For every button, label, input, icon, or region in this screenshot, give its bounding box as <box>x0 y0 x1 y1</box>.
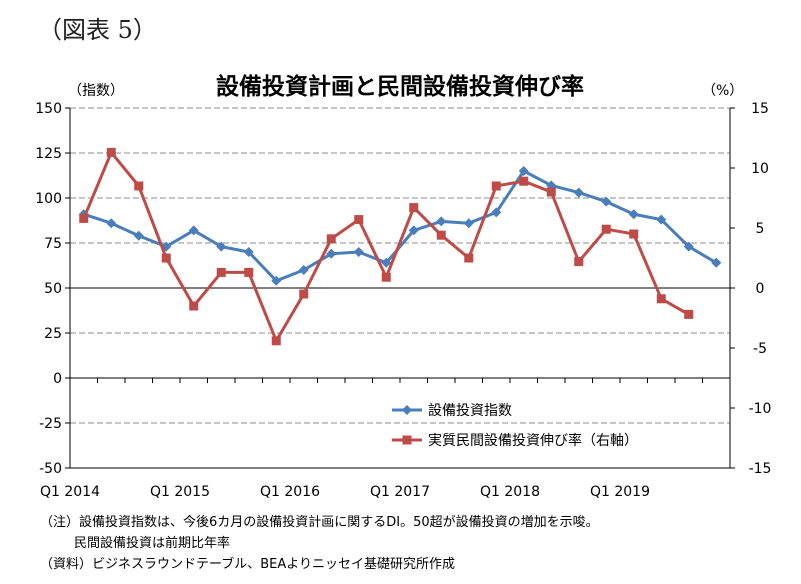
point-growth <box>601 224 611 234</box>
source-line: （資料）ビジネスラウンドテーブル、BEAよりニッセイ基礎研究所作成 <box>40 557 455 572</box>
y-tick-label-right: -15 <box>749 461 772 477</box>
series-layer <box>78 147 722 346</box>
point-index <box>628 209 639 220</box>
axes <box>69 108 731 469</box>
x-tick-label: Q1 2018 <box>480 484 540 500</box>
point-growth <box>106 147 116 157</box>
y-tick-label-right: 0 <box>756 281 765 297</box>
y-tick-label-left: 100 <box>35 191 62 207</box>
point-growth <box>134 181 144 191</box>
notes: （注）設備投資指数は、今後6カ月の設備投資計画に関するDI。50超が設備投資の増… <box>40 512 599 575</box>
note-line-1: （注）設備投資指数は、今後6カ月の設備投資計画に関するDI。50超が設備投資の増… <box>40 515 599 530</box>
y-tick-label-left: 150 <box>35 101 62 117</box>
point-growth <box>161 253 171 263</box>
point-index <box>353 247 364 257</box>
point-growth <box>574 257 584 267</box>
point-growth <box>546 187 556 197</box>
point-index <box>298 265 309 275</box>
point-index <box>381 257 392 268</box>
y-tick-label-right: 10 <box>751 161 769 177</box>
point-growth <box>244 267 254 277</box>
point-index <box>711 257 722 268</box>
series-line-growth <box>82 150 690 343</box>
x-axis-ticks: Q1 2014 Q1 2015 Q1 2016 Q1 2017 Q1 2018 Q1 20… <box>40 378 731 500</box>
point-growth <box>354 215 364 225</box>
point-growth <box>464 253 474 263</box>
left-axis-ticks: 150 125 100 75 50 25 0 -25 -50 <box>35 101 70 477</box>
point-growth <box>299 289 309 299</box>
legend-marker-index <box>402 405 412 415</box>
point-growth <box>189 301 199 311</box>
right-axis-ticks: 15 10 5 0 -5 -10 -15 <box>730 101 771 477</box>
legend-marker-growth <box>402 435 412 445</box>
point-index <box>573 187 584 198</box>
legend-label-growth: 実質民間設備投資伸び率（右軸） <box>428 432 638 449</box>
point-growth <box>656 294 666 304</box>
point-index <box>106 218 117 229</box>
y-tick-label-left: 75 <box>44 236 62 252</box>
point-index <box>518 166 529 176</box>
point-growth <box>436 230 446 240</box>
point-index <box>271 275 282 286</box>
y-tick-label-left: 25 <box>44 326 62 342</box>
left-axis-unit: （指数） <box>68 83 124 99</box>
x-tick-label: Q1 2015 <box>150 484 210 500</box>
y-tick-label-left: -50 <box>39 461 62 477</box>
point-index <box>216 241 227 252</box>
point-growth <box>79 213 89 223</box>
point-index <box>243 247 254 257</box>
x-tick-label: Q1 2016 <box>260 484 320 500</box>
chart-title: 設備投資計画と民間設備投資伸び率 <box>216 73 584 100</box>
x-tick-label: Q1 2017 <box>370 484 430 500</box>
point-growth <box>381 272 391 282</box>
point-growth <box>409 203 419 213</box>
point-growth <box>684 309 694 319</box>
point-index <box>436 216 447 227</box>
y-tick-label-left: 125 <box>35 146 62 162</box>
right-axis-unit: （%） <box>702 83 743 99</box>
y-tick-label-left: 50 <box>44 281 62 297</box>
chart: 設備投資計画と民間設備投資伸び率 （指数） （%） 15012510075502… <box>35 73 771 500</box>
point-growth <box>519 176 529 186</box>
y-tick-label-right: -5 <box>753 341 767 357</box>
point-index <box>408 225 419 236</box>
point-index <box>326 248 337 259</box>
y-tick-label-left: -25 <box>39 416 62 432</box>
point-growth <box>326 234 336 244</box>
point-growth <box>216 267 226 277</box>
y-tick-label-right: -10 <box>749 401 772 417</box>
point-growth <box>491 181 501 191</box>
point-index <box>683 241 694 252</box>
note-line-2: 民間設備投資は前期比年率 <box>74 536 231 551</box>
point-index <box>133 230 144 241</box>
figure-label: （図表 5） <box>38 16 157 44</box>
x-tick-label: Q1 2019 <box>590 484 650 500</box>
point-growth <box>629 229 639 239</box>
legend-label-index: 設備投資指数 <box>428 403 512 419</box>
y-tick-label-right: 15 <box>751 101 769 117</box>
point-growth <box>271 336 281 346</box>
point-index <box>188 225 199 236</box>
y-tick-label-right: 5 <box>756 221 765 237</box>
point-index <box>601 196 612 207</box>
point-index <box>463 218 474 229</box>
series-line-index <box>83 169 718 283</box>
x-tick-label: Q1 2014 <box>40 484 100 500</box>
point-index <box>656 214 667 225</box>
y-tick-label-left: 0 <box>53 371 62 387</box>
point-index <box>491 207 502 218</box>
